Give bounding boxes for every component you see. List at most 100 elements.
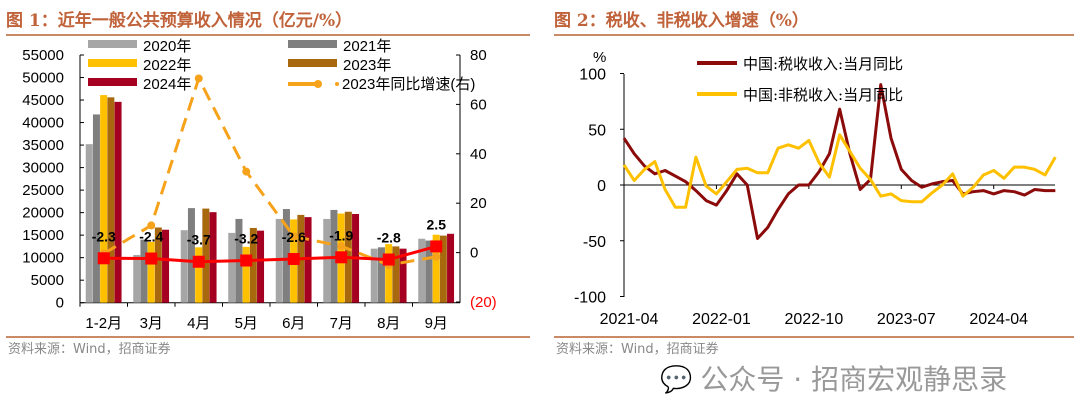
legend-label: 2022年 <box>143 57 191 74</box>
x-tick-label: 8月 <box>377 315 400 332</box>
y2-tick-label: 60 <box>470 96 487 113</box>
growth-2023-point <box>289 232 298 241</box>
legend-label: 2020年 <box>143 38 191 55</box>
growth-2023-point <box>194 74 203 83</box>
legend-swatch <box>335 82 339 86</box>
legend-swatch <box>88 59 137 67</box>
y-tick-label: 45000 <box>22 92 64 109</box>
y-tick-label: 0 <box>597 178 606 195</box>
left-chart-title: 图 1：近年一般公共预算收入情况（亿元/%） <box>6 11 353 31</box>
bar-2020年 <box>228 232 236 303</box>
growth-2023-point <box>242 167 251 176</box>
bar-2023年 <box>439 235 447 303</box>
growth-2024-line <box>103 244 437 264</box>
watermark-text: 公众号 · 招商宏观静思录 <box>700 363 1008 396</box>
y2-tick-label: 40 <box>470 146 487 163</box>
right-source: 资料来源：Wind，招商证券 <box>556 342 719 357</box>
series-line <box>622 83 1056 241</box>
x-tick-label: 2021-04 <box>600 311 659 328</box>
legend-label: 中国:非税收入:当月同比 <box>743 86 903 104</box>
left-source: 资料来源：Wind，招商证券 <box>8 342 171 357</box>
growth-2024-marker <box>382 253 395 266</box>
y-tick-label: -100 <box>574 290 606 307</box>
growth-2024-marker <box>287 253 300 266</box>
right-chart-title: 图 2：税收、非税收入增速（%） <box>554 11 809 31</box>
y-tick-label: 25000 <box>22 182 64 199</box>
bar-2022年 <box>100 95 108 303</box>
y-tick-label: 40000 <box>22 115 64 132</box>
y-tick-label: 50 <box>588 122 606 139</box>
y-tick-label: 35000 <box>22 137 64 154</box>
growth-2024-marker <box>335 251 348 264</box>
growth-2023-line <box>102 74 437 267</box>
x-tick-label: 3月 <box>140 315 163 332</box>
watermark: 💬 公众号 · 招商宏观静思录 <box>660 364 1007 396</box>
growth-2023-point <box>337 242 346 251</box>
x-tick-label: 4月 <box>187 315 210 332</box>
bar-2020年 <box>418 238 426 303</box>
bar-2023年 <box>392 246 400 303</box>
x-tick-label: 7月 <box>330 315 353 332</box>
bar-2023年 <box>249 227 257 303</box>
bar-2020年 <box>133 254 141 303</box>
bar-2021年 <box>377 247 385 303</box>
y2-tick-label: 80 <box>470 47 487 64</box>
growth-2024-marker <box>430 240 443 253</box>
legend-label: 中国:税收收入:当月同比 <box>743 55 903 73</box>
x-tick-label: 2024-04 <box>969 311 1028 328</box>
bar-2021年 <box>282 209 290 303</box>
growth-2023-point <box>147 221 156 230</box>
legend-swatch <box>88 40 137 48</box>
bar-2021年 <box>425 240 433 303</box>
legend-swatch <box>314 80 322 88</box>
divider <box>554 34 1074 36</box>
y2-tick-label: 0 <box>470 245 478 262</box>
bar-2022年 <box>385 244 393 303</box>
divider <box>6 336 530 338</box>
y-tick-label: 100 <box>579 67 606 84</box>
bar-2022年 <box>195 247 203 303</box>
y2-tick-label: (20) <box>470 294 497 311</box>
growth-2024-marker <box>97 252 110 265</box>
data-label: -2.8 <box>377 230 401 246</box>
bar-2022年 <box>147 241 155 303</box>
bar-2020年 <box>370 248 378 303</box>
y-tick-label: -50 <box>583 234 606 251</box>
bar-2023年 <box>202 208 210 303</box>
bar-2024年 <box>447 233 455 303</box>
data-label: -2.3 <box>92 228 116 244</box>
data-label: -2.4 <box>139 229 163 245</box>
wechat-icon: 💬 <box>660 365 693 395</box>
y-axis-label: % <box>593 49 606 66</box>
bar-2021年 <box>187 208 195 303</box>
legend-label: 2023年同比增速(右) <box>342 76 475 93</box>
legend-label: 2021年 <box>343 38 391 55</box>
legend-swatch <box>288 59 337 67</box>
bar-2021年 <box>140 239 148 303</box>
x-tick-label: 2022-10 <box>785 311 844 328</box>
growth-2023-point <box>432 252 441 261</box>
bar-2024年 <box>257 230 265 303</box>
y-tick-label: 30000 <box>22 160 64 177</box>
series-line <box>622 133 1057 209</box>
growth-2024-marker <box>240 254 253 267</box>
bar-2024年 <box>209 212 217 303</box>
x-tick-label: 9月 <box>425 315 448 332</box>
legend-swatch <box>88 78 137 86</box>
bar-2023年 <box>154 227 162 303</box>
divider <box>6 34 530 36</box>
bar-2023年 <box>107 97 115 303</box>
bar-2024年 <box>399 248 407 303</box>
x-tick-label: 2023-07 <box>877 311 936 328</box>
bar-2024年 <box>162 229 170 303</box>
y-tick-label: 20000 <box>22 205 64 222</box>
y2-tick-label: 20 <box>470 195 487 212</box>
y-tick-label: 5000 <box>31 272 64 289</box>
y-tick-label: 55000 <box>22 47 64 64</box>
x-tick-label: 5月 <box>235 315 258 332</box>
data-label: -2.6 <box>282 229 306 245</box>
data-label: -3.7 <box>187 232 211 248</box>
x-tick-label: 2022-01 <box>692 311 751 328</box>
bar-2022年 <box>432 234 440 303</box>
